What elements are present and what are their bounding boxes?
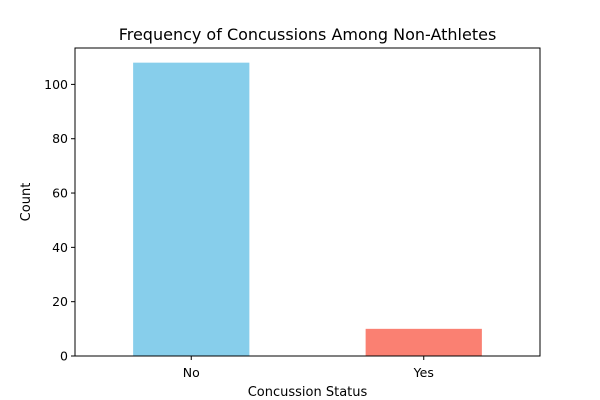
y-tick-label: 20 — [52, 294, 68, 309]
x-tick-label-yes: Yes — [413, 365, 434, 380]
y-tick-label: 60 — [52, 186, 68, 201]
chart-title: Frequency of Concussions Among Non-Athle… — [119, 25, 497, 44]
bar-no — [133, 62, 250, 357]
y-tick-label: 40 — [52, 240, 68, 255]
y-axis-label: Count — [19, 183, 34, 222]
x-axis: No Yes — [183, 356, 434, 380]
bar-yes — [365, 328, 482, 356]
y-tick-label: 80 — [52, 131, 68, 146]
bars-group — [133, 62, 482, 357]
y-axis: 0 20 40 60 80 100 — [44, 77, 75, 364]
x-tick-label-no: No — [183, 365, 200, 380]
y-tick-label: 0 — [60, 349, 68, 364]
x-axis-label: Concussion Status — [248, 385, 368, 400]
plot-frame — [74, 47, 541, 357]
y-tick-label: 100 — [44, 77, 68, 92]
